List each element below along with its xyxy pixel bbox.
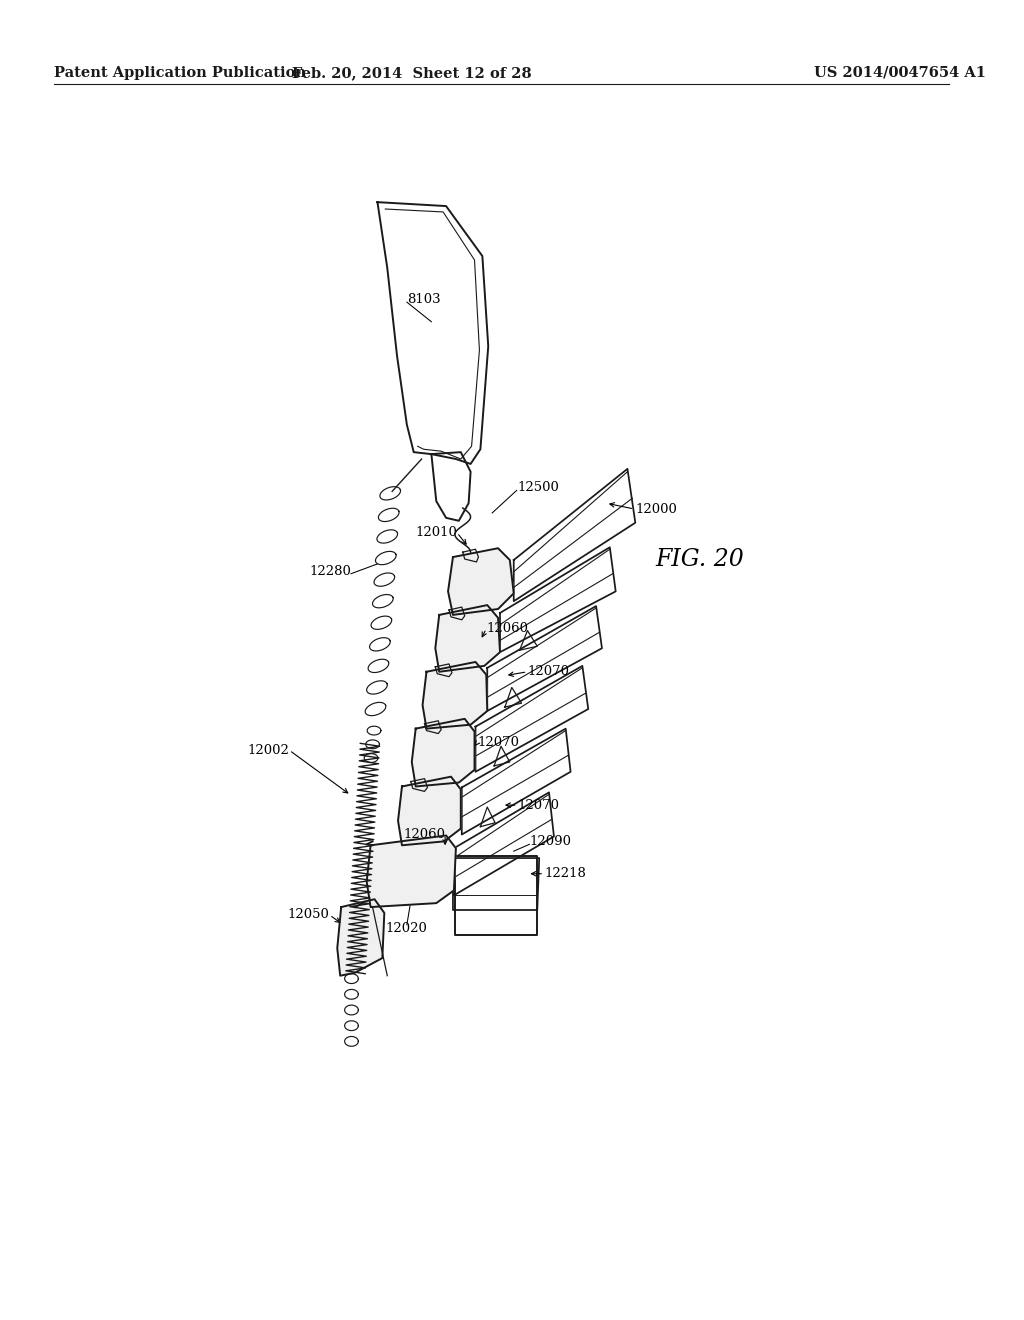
Polygon shape — [367, 836, 456, 907]
Text: 12070: 12070 — [527, 665, 569, 678]
Polygon shape — [514, 469, 635, 601]
Text: 12000: 12000 — [635, 503, 677, 516]
Polygon shape — [475, 665, 588, 772]
Text: 12020: 12020 — [386, 923, 428, 935]
Polygon shape — [431, 453, 471, 521]
Polygon shape — [462, 729, 570, 834]
Text: 12060: 12060 — [486, 622, 528, 635]
Polygon shape — [423, 661, 487, 729]
Text: 8103: 8103 — [407, 293, 440, 306]
Text: 12050: 12050 — [288, 908, 330, 921]
Polygon shape — [337, 899, 384, 975]
Polygon shape — [454, 792, 554, 895]
Polygon shape — [487, 606, 602, 711]
Text: 12010: 12010 — [415, 527, 457, 539]
Text: 12070: 12070 — [477, 735, 519, 748]
Text: 12060: 12060 — [403, 828, 445, 841]
Text: FIG. 20: FIG. 20 — [655, 549, 743, 572]
Text: 12090: 12090 — [529, 834, 571, 847]
Text: Patent Application Publication: Patent Application Publication — [54, 66, 306, 81]
Text: 12500: 12500 — [518, 480, 559, 494]
Polygon shape — [412, 719, 474, 787]
Text: 12218: 12218 — [544, 867, 586, 880]
Text: 12280: 12280 — [309, 565, 351, 578]
Text: Feb. 20, 2014  Sheet 12 of 28: Feb. 20, 2014 Sheet 12 of 28 — [292, 66, 531, 81]
Polygon shape — [455, 857, 538, 935]
Text: 12070: 12070 — [518, 799, 560, 812]
Polygon shape — [435, 605, 500, 672]
Polygon shape — [453, 858, 540, 909]
Polygon shape — [378, 202, 488, 463]
Polygon shape — [500, 548, 615, 652]
Text: US 2014/0047654 A1: US 2014/0047654 A1 — [814, 66, 986, 81]
Text: 12002: 12002 — [248, 743, 289, 756]
Polygon shape — [449, 548, 514, 615]
Polygon shape — [398, 776, 461, 845]
